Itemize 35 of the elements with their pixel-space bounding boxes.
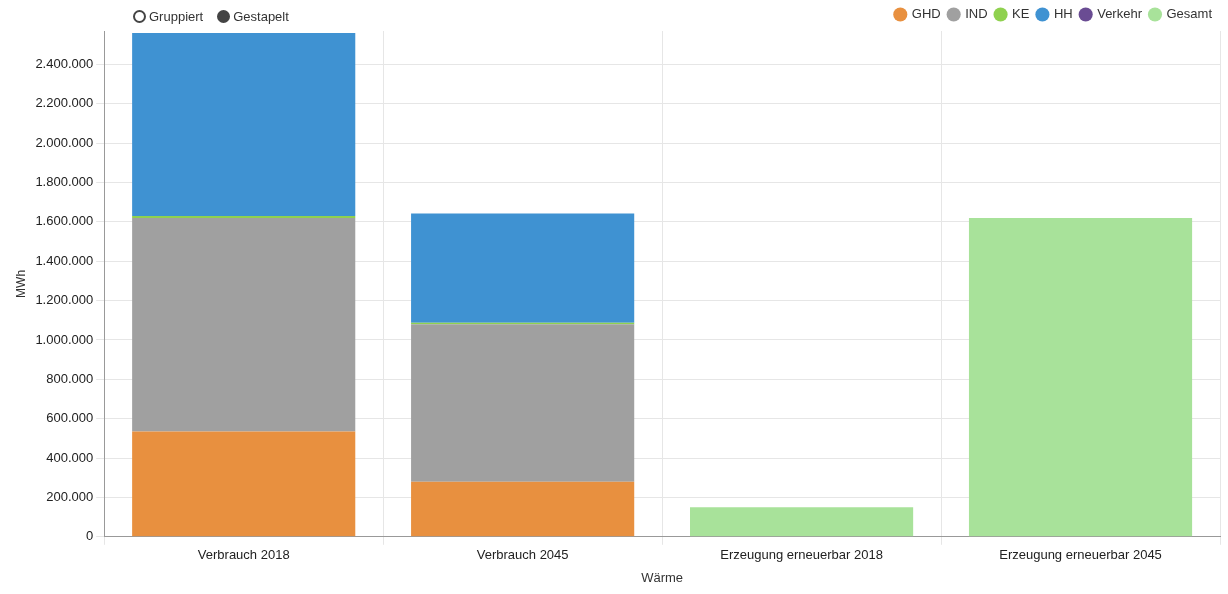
y-tick-label: 1.000.000 [35,331,94,347]
legend-label: GHD [911,6,941,22]
x-axis-title: Wärme [641,569,684,585]
y-tick-label: 2.400.000 [35,56,94,72]
x-tick-label: Erzeugung erneuerbar 2018 [720,547,883,563]
y-tick-label: 1.800.000 [35,174,94,190]
y-tick-label: 1.600.000 [35,213,94,229]
legend-label: HH [1053,6,1073,22]
bar [411,324,635,482]
legend-label: IND [965,6,988,22]
text: Gestapelt [233,9,289,24]
y-tick-label: 600.000 [46,410,94,426]
bar [132,217,356,432]
x-tick-label: Verbrauch 2045 [476,547,569,563]
y-tick-label: 1.200.000 [35,292,94,308]
bar [690,507,914,537]
x-tick-label: Verbrauch 2018 [197,547,290,563]
legend-label: KE [1012,6,1030,22]
y-tick-label: 2.000.000 [35,134,94,150]
x-tick-label: Erzeugung erneuerbar 2045 [999,547,1162,563]
y-tick-label: 800.000 [46,370,94,386]
bar [132,431,356,537]
y-tick-label: 0 [86,528,94,544]
text: Gruppiert [149,9,204,24]
legend-label: Gesamt [1166,6,1213,22]
bar [411,481,635,537]
y-tick-label: 2.200.000 [35,95,94,111]
y-tick-label: 1.400.000 [35,252,94,268]
y-axis-title: MWh [13,269,28,298]
legend-label: Verkehr [1097,6,1143,22]
y-tick-label: 400.000 [46,449,94,465]
bar [968,217,1193,537]
bar [411,213,635,323]
bar [132,32,356,216]
y-tick-label: 200.000 [46,489,94,505]
